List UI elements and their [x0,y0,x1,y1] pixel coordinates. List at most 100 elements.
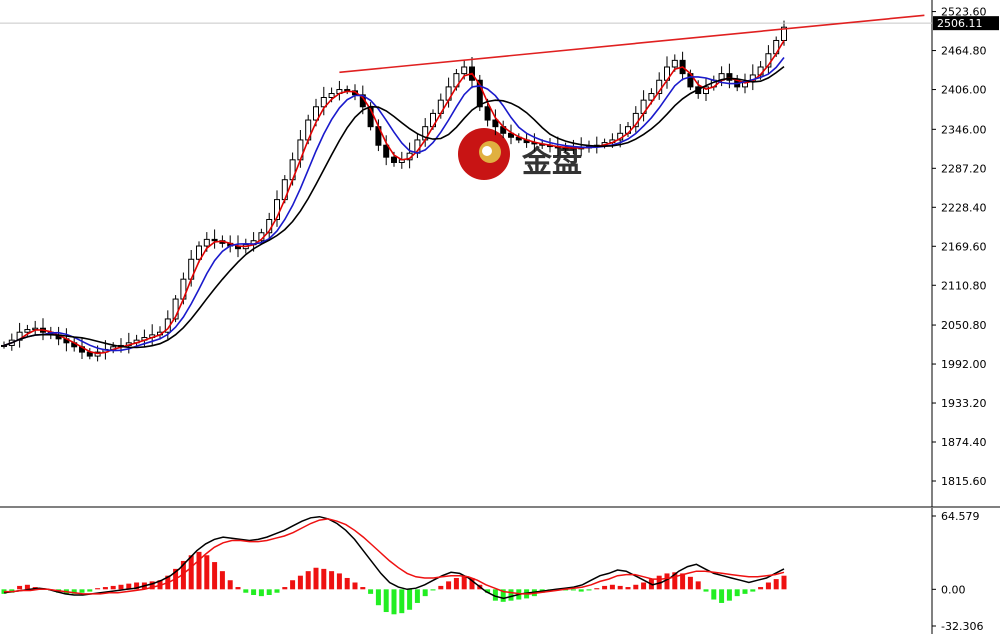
macd-bar-73 [570,589,576,591]
candle-body-50 [391,156,397,163]
candle-body-25 [196,245,202,260]
price-tick-label-9: 1992.00 [941,358,987,371]
macd-bar-100 [781,575,787,590]
macd-bar-88 [687,576,693,590]
macd-bar-98 [765,582,771,590]
macd-bar-38 [297,575,303,590]
macd-bar-80 [625,587,631,590]
price-tick-label-12: 1815.60 [941,475,987,488]
macd-bar-97 [758,587,764,590]
candle-body-62 [484,106,491,121]
macd-bar-59 [461,575,467,590]
price-tick-label-2: 2406.00 [941,84,987,97]
candle-body-27 [211,238,218,242]
watermark: 金盘 [458,128,582,180]
macd-bar-35 [274,589,280,593]
macd-histogram [1,551,787,615]
macd-line [3,515,785,600]
macd-bar-37 [290,580,296,590]
ma-slow-line [3,65,785,349]
candle-body-40 [313,106,319,121]
macd-bar-78 [609,584,615,590]
macd-panel: 64.579 0.00 -32.306 [1,508,983,634]
price-tick-label-6: 2169.60 [941,240,987,253]
macd-bar-62 [485,589,491,593]
candle-body-86 [671,59,678,68]
macd-bar-24 [188,555,194,590]
candle-body-3 [24,329,31,333]
macd-bar-99 [773,579,779,590]
macd-tick-label-2: -32.306 [941,620,983,633]
macd-bar-29 [227,580,233,590]
macd-bar-49 [383,589,389,613]
macd-bar-53 [414,589,420,603]
macd-bar-64 [500,589,506,602]
macd-bar-42 [329,571,335,590]
macd-tick-label-0: 64.579 [941,510,980,523]
macd-bar-90 [703,589,709,592]
candle-body-42 [328,93,335,98]
candle-body-49 [383,144,390,158]
price-moving-averages [3,40,785,355]
macd-bar-15 [118,584,124,590]
macd-bar-3 [24,584,30,590]
macd-signal-line [4,518,785,595]
macd-bar-28 [219,571,225,590]
macd-y-axis: 64.579 0.00 -32.306 [932,510,983,633]
price-tick-label-7: 2110.80 [941,279,987,292]
trendline-group [339,14,925,74]
macd-bar-45 [352,582,358,590]
macd-bar-25 [196,551,202,590]
macd-bar-75 [586,589,592,591]
macd-bar-13 [102,587,108,590]
macd-bar-93 [726,589,732,601]
watermark-logo-dot [482,146,492,156]
candle-body-63 [492,119,499,128]
candle-body-61 [476,79,483,108]
price-tick-label-11: 1874.40 [941,436,987,449]
macd-bar-52 [407,589,413,610]
macd-bar-11 [87,589,93,592]
macd-bar-50 [391,589,397,615]
macd-bar-91 [711,589,717,600]
macd-bar-9 [71,589,77,594]
candle-body-35 [274,199,280,220]
price-tick-label-3: 2346.00 [941,123,987,136]
macd-bar-56 [438,585,444,590]
macd-bar-17 [134,582,140,590]
macd-bar-12 [95,588,101,590]
macd-bar-2 [17,585,23,590]
price-tick-label-8: 2050.80 [941,319,987,332]
macd-bar-79 [617,585,623,590]
ma-fast-line [3,40,785,355]
current-price-tag [933,16,999,31]
macd-bar-10 [79,589,85,593]
macd-bar-54 [422,589,428,597]
price-tick-label-0: 2523.60 [941,6,987,19]
macd-bar-33 [258,589,264,597]
macd-bar-82 [641,582,647,590]
price-tick-label-1: 2464.80 [941,45,987,58]
candle-body-83 [648,93,655,101]
macd-bar-58 [453,577,459,590]
macd-bar-48 [375,589,381,606]
macd-bar-44 [344,577,350,590]
watermark-text: 金盘 [521,145,582,180]
candle-body-90 [703,86,709,95]
macd-bar-47 [368,589,374,594]
macd-bar-39 [305,571,311,590]
macd-bar-32 [251,589,257,595]
macd-bar-19 [149,581,155,590]
macd-bar-89 [695,581,701,590]
macd-bar-96 [750,589,756,592]
macd-bar-65 [508,589,514,601]
macd-bar-81 [633,584,639,590]
macd-bar-27 [212,562,218,590]
macd-bar-16 [126,583,132,590]
current-price-label: 2506.11 [937,17,983,30]
price-tick-label-5: 2228.40 [941,201,987,214]
macd-bar-26 [204,555,210,590]
macd-bar-86 [672,572,678,590]
macd-bar-46 [360,587,366,590]
